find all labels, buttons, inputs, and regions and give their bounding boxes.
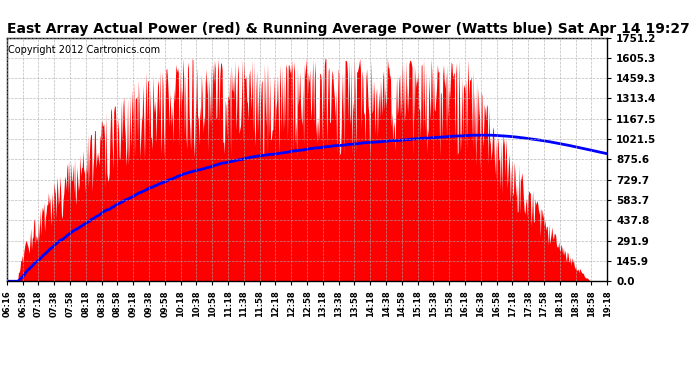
- Text: Copyright 2012 Cartronics.com: Copyright 2012 Cartronics.com: [8, 45, 159, 55]
- Text: East Array Actual Power (red) & Running Average Power (Watts blue) Sat Apr 14 19: East Array Actual Power (red) & Running …: [7, 22, 689, 36]
